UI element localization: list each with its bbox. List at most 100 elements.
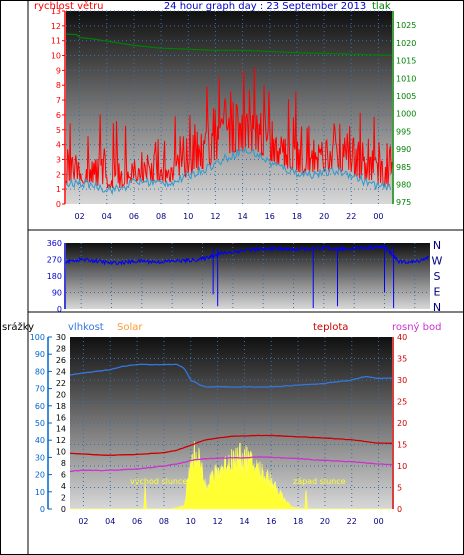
rain-tick-label: 20 <box>56 390 66 399</box>
temperature-tick-label: 0 <box>397 505 402 514</box>
humidity-tick-label: 90 <box>35 350 45 359</box>
rain-tick-label: 12 <box>56 436 66 445</box>
rain-tick-label: 4 <box>61 482 66 491</box>
sunrise-annotation: východ slunce <box>130 477 187 486</box>
wind-time-axis: 02 04 06 08 10 12 14 16 18 20 22 00 <box>74 212 383 221</box>
humidity-tick-label: 80 <box>35 367 45 376</box>
humidity-tick-label: 70 <box>35 385 45 394</box>
humidity-tick-label: 30 <box>35 453 45 462</box>
humidity-axis: 0 10 20 30 40 50 60 70 80 90 100 <box>30 333 52 514</box>
wind-tick-label: 3 <box>56 155 61 164</box>
humidity-time-axis: 02 04 06 08 10 12 14 16 18 20 22 00 <box>78 517 383 526</box>
rain-tick-label: 26 <box>56 356 66 365</box>
rain-tick-label: 24 <box>56 367 66 376</box>
rain-tick-label: 6 <box>61 471 66 480</box>
dew-point-label: rosný bod <box>392 321 441 333</box>
rain-tick-label: 0 <box>61 505 66 514</box>
pressure-line <box>65 33 393 56</box>
pressure-label: tlak <box>372 1 391 12</box>
wind-time-label: 12 <box>210 212 220 221</box>
wind-tick-label: 7 <box>56 96 61 105</box>
temperature-tick-label: 10 <box>397 462 407 471</box>
solar-label: Solar <box>117 322 143 333</box>
direction-degree-axis: 0 90 180 270 360 <box>47 239 66 314</box>
pressure-axis: 975 980 985 990 995 1000 1005 1010 1015 1020 1025 <box>392 11 416 207</box>
direction-series <box>65 243 430 309</box>
wind-time-label: 00 <box>373 212 383 221</box>
direction-tick-label: 270 <box>47 256 62 265</box>
wind-gust-line <box>65 66 393 191</box>
pressure-tick-label: 1020 <box>396 39 416 48</box>
direction-plot-area <box>66 243 430 309</box>
rain-tick-label: 8 <box>61 459 66 468</box>
temperature-line <box>70 434 392 456</box>
wind-time-label: 08 <box>156 212 166 221</box>
compass-label: W <box>432 255 443 268</box>
pressure-tick-label: 1005 <box>396 92 416 101</box>
wind-tick-label: 12 <box>51 22 61 31</box>
pressure-tick-label: 1015 <box>396 57 416 66</box>
humidity-time-label: 14 <box>239 517 249 526</box>
solar-area <box>70 441 392 510</box>
rain-tick-label: 16 <box>56 413 66 422</box>
direction-tick-label: 360 <box>47 239 62 248</box>
direction-tick-label: 0 <box>57 305 62 314</box>
wind-average-line <box>65 146 392 196</box>
temperature-label: teplota <box>313 322 348 333</box>
wind-time-label: 20 <box>319 212 329 221</box>
compass-label: N <box>433 301 441 314</box>
humidity-line <box>69 363 393 388</box>
wind-tick-label: 9 <box>56 66 61 75</box>
pressure-tick-label: 980 <box>396 181 411 190</box>
temperature-tick-label: 35 <box>397 355 407 364</box>
humidity-time-label: 22 <box>347 517 357 526</box>
temperature-tick-label: 25 <box>397 398 407 407</box>
wind-tick-label: 0 <box>56 200 61 209</box>
humidity-time-label: 04 <box>105 517 115 526</box>
wind-time-label: 18 <box>292 212 302 221</box>
rain-tick-label: 18 <box>56 402 66 411</box>
pressure-tick-label: 995 <box>396 127 411 136</box>
wind-tick-label: 1 <box>56 185 61 194</box>
wind-time-label: 02 <box>74 212 84 221</box>
rain-tick-label: 14 <box>56 425 66 434</box>
rain-tick-label: 28 <box>56 344 66 353</box>
pressure-tick-label: 990 <box>396 145 411 154</box>
compass-label: E <box>434 286 441 299</box>
humidity-tick-label: 60 <box>35 402 45 411</box>
wind-tick-label: 2 <box>56 170 61 179</box>
temperature-axis: 0 5 10 15 20 25 30 35 40 <box>392 333 407 514</box>
temperature-tick-label: 20 <box>397 419 407 428</box>
temperature-tick-label: 5 <box>397 484 402 493</box>
direction-tick-label: 90 <box>52 289 62 298</box>
humidity-tick-label: 0 <box>40 505 45 514</box>
humidity-time-label: 06 <box>132 517 142 526</box>
pressure-tick-label: 985 <box>396 163 411 172</box>
chart-title: 24 hour graph day : 23 September 2013 <box>164 1 366 12</box>
wind-time-label: 10 <box>183 212 193 221</box>
humidity-label: vlhkost <box>68 322 104 333</box>
humidity-tick-label: 20 <box>35 471 45 480</box>
compass-label: S <box>434 270 441 283</box>
temperature-tick-label: 15 <box>397 441 407 450</box>
wind-tick-label: 11 <box>51 37 61 46</box>
humidity-time-label: 10 <box>186 517 196 526</box>
wind-speed-label: rychlost větru <box>34 0 104 12</box>
wind-tick-label: 10 <box>51 52 61 61</box>
dew-point-line <box>70 456 393 472</box>
wind-time-label: 16 <box>265 212 275 221</box>
pressure-tick-label: 1025 <box>396 21 416 30</box>
wind-tick-label: 13 <box>51 7 61 16</box>
pressure-tick-label: 1010 <box>396 74 416 83</box>
wind-tick-label: 5 <box>56 126 61 135</box>
humidity-series <box>69 363 393 510</box>
direction-tick-label: 180 <box>47 272 62 281</box>
humidity-time-label: 08 <box>159 517 169 526</box>
humidity-tick-label: 50 <box>35 419 45 428</box>
sunset-annotation: západ slunce <box>293 477 346 486</box>
